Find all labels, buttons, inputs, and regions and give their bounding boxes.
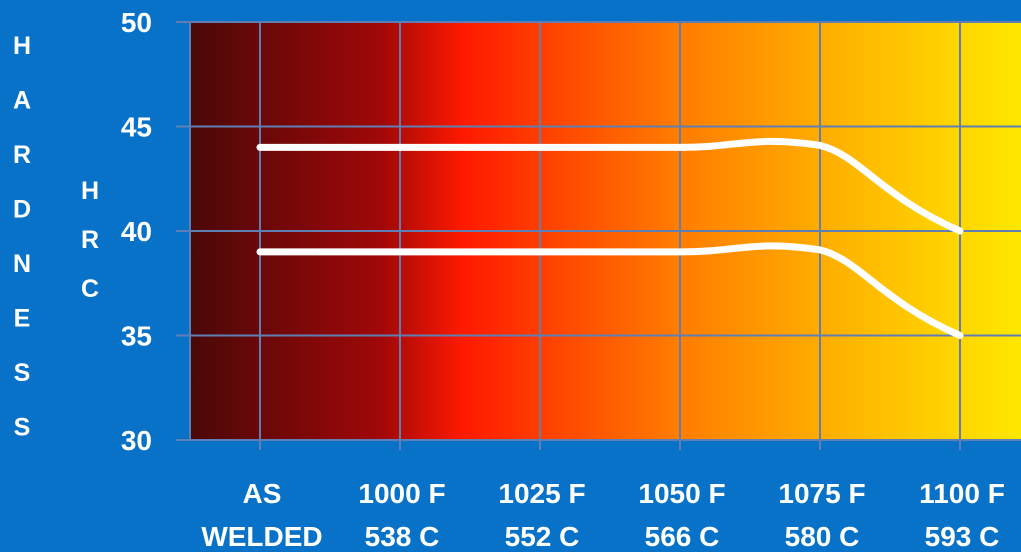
y-axis-title-inner-letter: C — [81, 275, 99, 303]
x-tick-label-bottom: 566 C — [645, 521, 720, 552]
x-tick-label-bottom: 593 C — [925, 521, 1000, 552]
x-tick-label-top: 1025 F — [498, 478, 585, 509]
y-tick-label: 30 — [121, 425, 152, 456]
series-2-point — [679, 251, 681, 253]
x-tick-label-top: 1100 F — [919, 478, 1005, 509]
y-axis-title-outer-letter: H — [13, 32, 31, 60]
series-1-point — [399, 146, 401, 148]
x-tick-label-top: 1050 F — [638, 478, 725, 509]
series-2-point — [819, 249, 821, 251]
x-tick-label-bottom: 552 C — [505, 521, 580, 552]
x-tick-label-bottom: 538 C — [365, 521, 440, 552]
x-tick-label-bottom: WELDED — [201, 521, 322, 552]
x-tick-label-top: 1075 F — [778, 478, 865, 509]
gridlines — [176, 21, 1021, 450]
series-1-point — [819, 144, 821, 146]
x-tick-label-bottom: 580 C — [785, 521, 860, 552]
series-line-2 — [256, 242, 964, 339]
y-axis-title-outer-letter: N — [13, 250, 31, 278]
series-2-point — [399, 251, 401, 253]
series-1-point — [679, 146, 681, 148]
series-1-point — [959, 230, 961, 232]
series-1-point — [539, 146, 541, 148]
y-axis-title-outer-letter: S — [14, 359, 31, 387]
y-axis-title-outer-letter: E — [14, 305, 31, 333]
x-tick-label-top: AS — [243, 478, 282, 509]
series-lines — [256, 137, 964, 339]
series-2-point — [959, 335, 961, 337]
y-tick-label: 50 — [121, 7, 152, 38]
y-axis-title-inner-letter: H — [81, 177, 99, 205]
series-2-point — [259, 251, 261, 253]
series-2-point — [539, 251, 541, 253]
y-axis-title-inner-letter: R — [81, 226, 99, 254]
y-tick-label: 45 — [121, 112, 152, 143]
y-tick-label: 35 — [121, 321, 152, 352]
series-1-point — [259, 146, 261, 148]
x-tick-label-top: 1000 F — [358, 478, 445, 509]
y-axis-title-outer-letter: D — [13, 196, 31, 224]
y-axis-title-outer-letter: A — [13, 87, 31, 115]
y-tick-label: 40 — [121, 216, 152, 247]
series-line-1 — [256, 137, 964, 235]
y-axis-title-outer-letter: R — [13, 141, 31, 169]
y-axis-title-outer-letter: S — [14, 414, 31, 442]
